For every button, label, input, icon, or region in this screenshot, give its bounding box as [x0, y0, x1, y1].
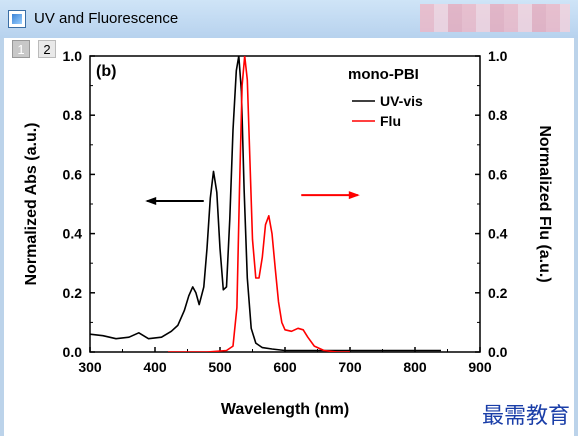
annotation-arrows [145, 191, 360, 206]
y-right-tick-label-2: 0.4 [488, 226, 508, 242]
y-right-tick-label-0: 0.0 [488, 344, 508, 360]
x-tick-label-0: 300 [78, 359, 102, 375]
x-tick-label-1: 400 [143, 359, 167, 375]
x-tick-label-3: 600 [273, 359, 297, 375]
x-tick-label-5: 800 [403, 359, 427, 375]
series-group [90, 56, 441, 352]
y-left-tick-label-1: 0.2 [63, 285, 83, 301]
graph-page[interactable] [4, 38, 574, 436]
watermark-text: 最需教育 [481, 404, 570, 429]
layer-tab-2[interactable]: 2 [38, 40, 56, 58]
y-left-tick-label-2: 0.4 [63, 226, 83, 242]
arrow-head-left [145, 197, 157, 206]
y-left-tick-label-5: 1.0 [63, 48, 83, 64]
x-axis: 300 400 500 600 700 800 900 [78, 347, 492, 375]
y-axis-left: 0.0 0.2 0.4 0.6 0.8 1.0 [63, 48, 95, 360]
y-left-tick-label-4: 0.8 [63, 107, 83, 123]
x-axis-title: Wavelength (nm) [221, 401, 349, 418]
y-right-tick-label-1: 0.2 [488, 285, 508, 301]
x-tick-label-2: 500 [208, 359, 232, 375]
y-right-tick-label-4: 0.8 [488, 107, 508, 123]
legend-label-uv-vis: UV-vis [380, 93, 423, 109]
y-right-tick-label-5: 1.0 [488, 48, 508, 64]
legend-label-flu: Flu [380, 113, 401, 129]
legend-title: mono-PBI [348, 66, 419, 83]
y-axis-right: 0.0 0.2 0.4 0.6 0.8 1.0 [475, 48, 508, 360]
series-line-uv-vis [90, 56, 441, 352]
window-controls-obscured [420, 4, 570, 32]
x-tick-label-4: 700 [338, 359, 362, 375]
y-left-tick-label-0: 0.0 [63, 344, 83, 360]
origin-graph-icon [8, 10, 26, 28]
series-line-flu [168, 56, 350, 352]
y-axis-right-title: Normalized Flu (a.u.) [536, 125, 553, 282]
panel-label: (b) [96, 63, 116, 80]
window-title: UV and Fluorescence [34, 10, 179, 27]
arrow-head-right [348, 191, 360, 200]
layer-tab-1[interactable]: 1 [12, 40, 30, 58]
y-left-tick-label-3: 0.6 [63, 166, 83, 182]
y-right-tick-label-3: 0.6 [488, 166, 508, 182]
title-bar: UV and Fluorescence [0, 0, 578, 39]
x-tick-label-6: 900 [468, 359, 492, 375]
y-axis-left-title: Normalized Abs (a.u.) [23, 123, 40, 286]
